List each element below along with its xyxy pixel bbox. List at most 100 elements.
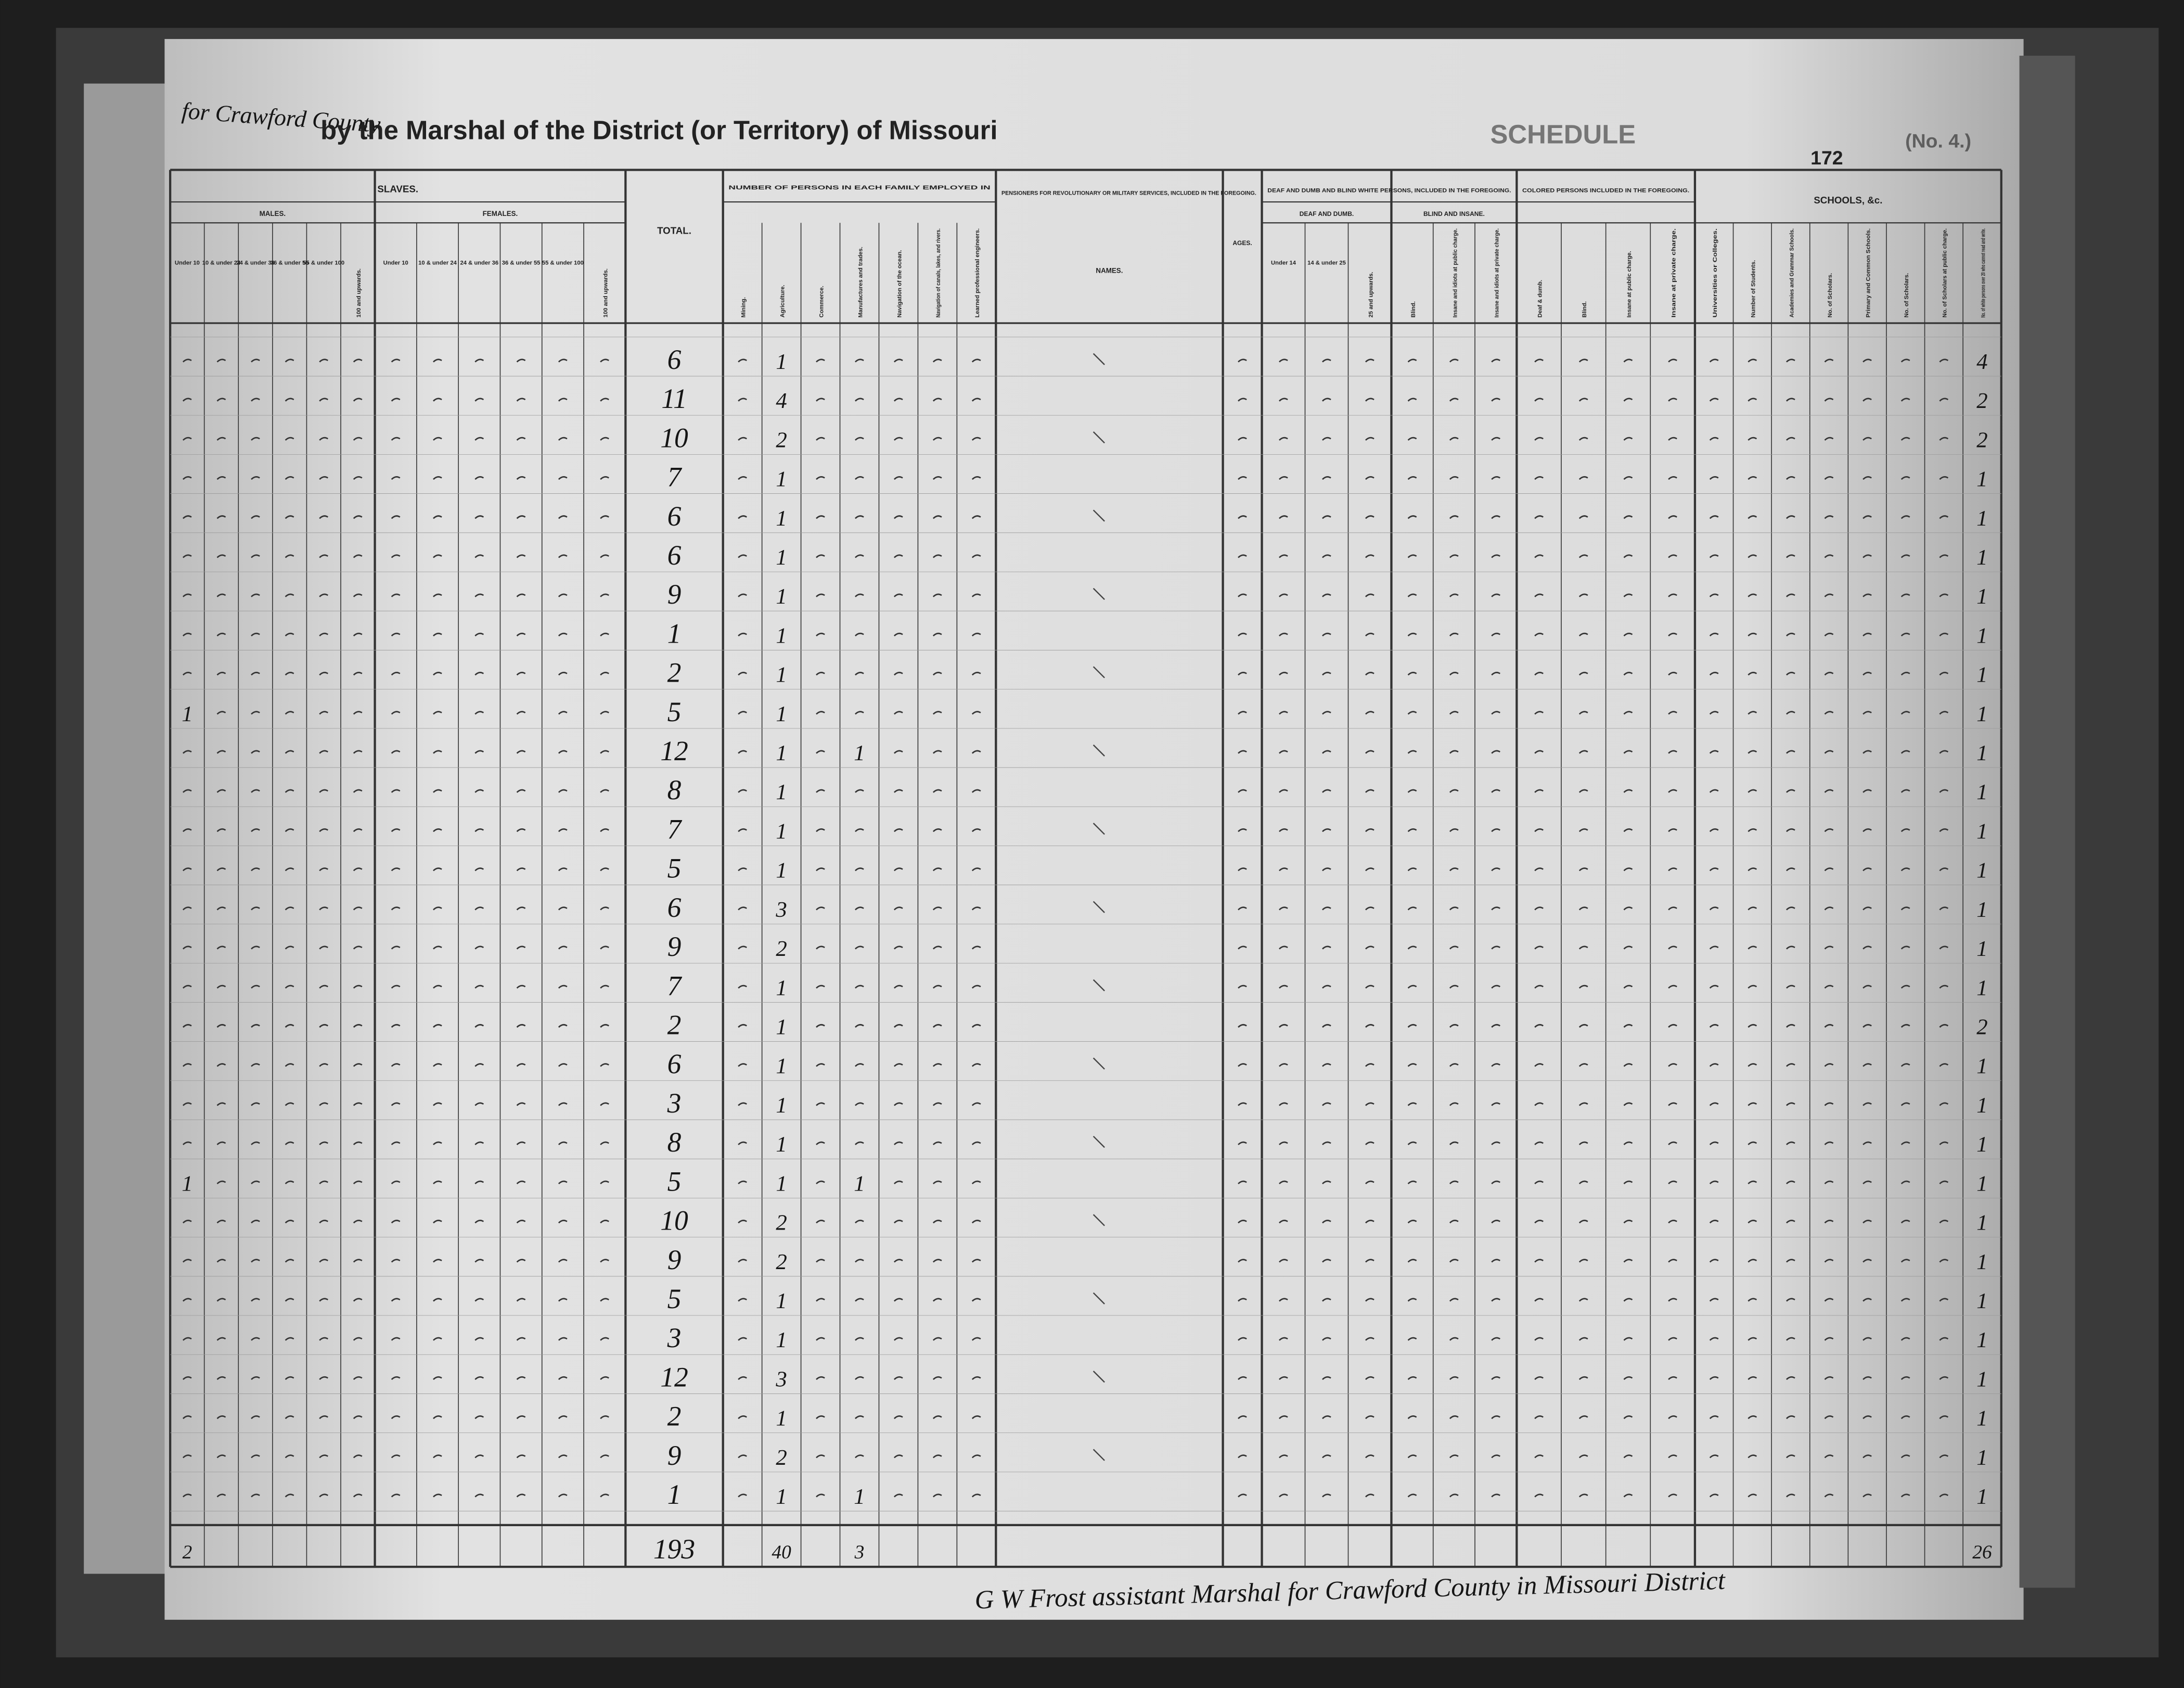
dash (319, 632, 328, 636)
dash (285, 906, 294, 911)
dash (391, 1298, 401, 1302)
dash (182, 1298, 192, 1302)
dash (816, 672, 825, 676)
column-header: 36 & under 55 (502, 260, 541, 266)
dash (1534, 1102, 1544, 1106)
cell-illiterate: 1 (1976, 1093, 1987, 1118)
dash (1709, 1454, 1719, 1459)
dash (285, 1493, 294, 1498)
column-header: Mining. (741, 297, 747, 317)
dash (1365, 593, 1374, 597)
dash (1279, 593, 1288, 597)
dash (893, 1141, 903, 1145)
cell-total: 6 (667, 1048, 682, 1080)
cell-total: 5 (667, 1166, 682, 1197)
dash (1449, 906, 1459, 911)
dash (1862, 1454, 1872, 1459)
dash (1623, 789, 1633, 793)
dash (1862, 1337, 1872, 1341)
dash (1709, 789, 1719, 793)
stamp: (No. 4.) (1905, 130, 1971, 152)
dash (433, 398, 442, 402)
cell-illiterate: 1 (1976, 1406, 1987, 1431)
dash (285, 984, 294, 989)
dash (893, 711, 903, 715)
dash (1238, 672, 1247, 676)
dash (932, 1337, 942, 1341)
cell-illiterate: 1 (1976, 1328, 1987, 1352)
dash (1578, 1220, 1588, 1224)
dash (1491, 750, 1500, 754)
dash (738, 359, 747, 363)
dash (1534, 1493, 1544, 1498)
dash (1534, 984, 1544, 989)
dash (1824, 1415, 1834, 1420)
dash (1322, 554, 1331, 558)
dash (353, 672, 363, 676)
dash (1785, 906, 1795, 911)
dash (893, 1493, 903, 1498)
dash (1623, 711, 1633, 715)
dash (1623, 1024, 1633, 1028)
dash (1578, 593, 1588, 597)
dash (893, 906, 903, 911)
dash (1491, 632, 1500, 636)
dash (1407, 593, 1417, 597)
dash (474, 945, 484, 950)
dash (738, 711, 747, 715)
dash (600, 632, 609, 636)
dash (319, 1063, 328, 1067)
dash (182, 1220, 192, 1224)
dash (1365, 359, 1374, 363)
dash (1449, 1024, 1459, 1028)
dash (600, 1220, 609, 1224)
dash (319, 515, 328, 519)
dash (1748, 1493, 1757, 1498)
dash (1623, 984, 1633, 989)
dash (1238, 1063, 1247, 1067)
dash (855, 867, 864, 872)
dash (1668, 1298, 1677, 1302)
dash (932, 593, 942, 597)
cell-total: 2 (667, 657, 682, 688)
dash (1534, 828, 1544, 833)
dash (816, 515, 825, 519)
dash (353, 1259, 363, 1263)
dash (433, 1298, 442, 1302)
dash (474, 1141, 484, 1145)
dash (182, 750, 192, 754)
dash (216, 1024, 226, 1028)
dash (285, 1298, 294, 1302)
dash (600, 1493, 609, 1498)
cell-total: 11 (661, 383, 687, 414)
dash (893, 672, 903, 676)
dash (1623, 1180, 1633, 1184)
dash (1534, 711, 1544, 715)
dash (893, 945, 903, 950)
dash (285, 1024, 294, 1028)
dash (1491, 672, 1500, 676)
dash (353, 1180, 363, 1184)
dash (855, 1259, 864, 1263)
dash (1900, 515, 1910, 519)
dash (216, 632, 226, 636)
dash (1709, 1220, 1719, 1224)
dash (600, 1102, 609, 1106)
dash (558, 828, 568, 833)
dash (391, 398, 401, 402)
dash (893, 359, 903, 363)
dash (1939, 632, 1949, 636)
dash (1491, 1141, 1500, 1145)
total-illiterate: 26 (1972, 1542, 1992, 1563)
column-header: Navigation of canals, lakes, and rivers. (935, 228, 942, 317)
dash (285, 1376, 294, 1380)
cell-total: 8 (667, 774, 682, 805)
dash (558, 1141, 568, 1145)
dash (1238, 437, 1247, 441)
group-label: COLORED PERSONS INCLUDED IN THE FOREGOIN… (1522, 187, 1689, 194)
dash (433, 437, 442, 441)
dash (1668, 359, 1677, 363)
dash (1365, 1298, 1374, 1302)
dash (1578, 906, 1588, 911)
dash (391, 554, 401, 558)
